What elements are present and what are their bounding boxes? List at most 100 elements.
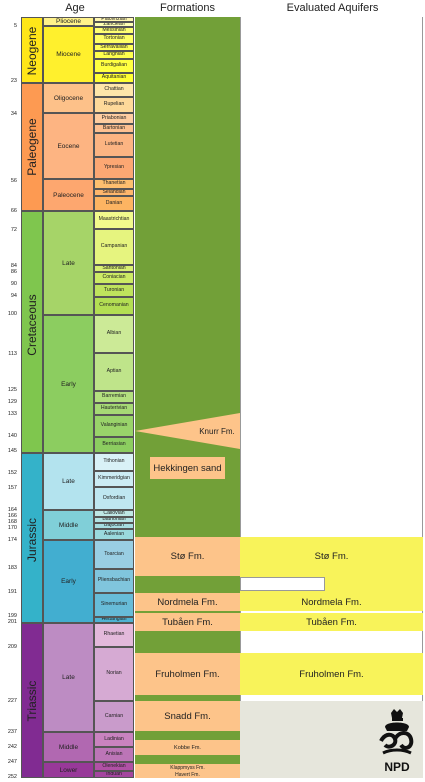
stage-danian: Danian <box>94 196 134 211</box>
stage-norian: Norian <box>94 647 134 701</box>
epoch-pliocene: Pliocene <box>43 17 94 26</box>
aquifer-blank-box <box>240 577 325 591</box>
epoch-miocene: Miocene <box>43 26 94 83</box>
tick-label: 201 <box>7 619 17 625</box>
stage-pliensbachian: Pliensbachian <box>94 569 134 593</box>
tick-label: 94 <box>10 293 17 299</box>
tick-label: 168 <box>7 519 17 525</box>
period-label-neogene: Neogene <box>25 26 39 76</box>
aquifer-tubaen: Tubåen Fm. <box>240 613 423 631</box>
stage-oxfordian: Oxfordian <box>94 487 134 510</box>
stage-rupelian: Rupelian <box>94 97 134 113</box>
stage-ladinian: Ladinian <box>94 732 134 747</box>
stage-valanginian: Valanginian <box>94 415 134 437</box>
formation-sto: Stø Fm. <box>135 537 240 576</box>
stage-serravallian: Serravallian <box>94 44 134 51</box>
formations-header: Formations <box>159 2 216 14</box>
knurr-wedge <box>135 413 240 449</box>
aquifer-background <box>240 17 423 778</box>
formation-fruholmen: Fruholmen Fm. <box>135 653 240 695</box>
tick-label: 242 <box>7 744 17 750</box>
epoch-triassic-late: Late <box>43 623 94 732</box>
stage-callovian: Callovian <box>94 510 134 517</box>
tick-label: 84 <box>10 263 17 269</box>
formation-gap-1 <box>135 631 240 653</box>
aquifers-header: Evaluated Aquifers <box>286 2 379 14</box>
stage-cenomanian: Cenomanian <box>94 297 134 315</box>
stage-carnian: Carnian <box>94 701 134 732</box>
stage-albian: Albian <box>94 315 134 353</box>
tick-label: 152 <box>7 470 17 476</box>
tick-label: 66 <box>10 208 17 214</box>
stage-bathonian: Bathonian <box>94 517 134 523</box>
tick-label: 252 <box>7 774 17 780</box>
age-header: Age <box>65 2 85 14</box>
formation-hekkingen: Hekkingen sand <box>150 457 225 479</box>
tick-label: 23 <box>10 78 17 84</box>
tick-label: 72 <box>10 227 17 233</box>
aquifer-sto: Stø Fm. <box>240 537 423 576</box>
aquifer-fruholmen: Fruholmen Fm. <box>240 653 423 695</box>
epoch-cretaceous-early: Early <box>43 315 94 453</box>
epoch-paleocene: Paleocene <box>43 179 94 211</box>
stage-aquitanian: Aquitanian <box>94 73 134 83</box>
stage-zanclean: Zanclean <box>94 22 134 27</box>
stage-ypresian: Ypresian <box>94 157 134 179</box>
tick-label: 34 <box>10 111 17 117</box>
epoch-cretaceous-late: Late <box>43 211 94 315</box>
stage-aalenian: Aalenian <box>94 529 134 540</box>
tick-label: 164 <box>7 507 17 513</box>
epoch-oligocene: Oligocene <box>43 83 94 113</box>
stage-olenekian: Olenekian <box>94 762 134 771</box>
tick-label: 133 <box>7 411 17 417</box>
formation-havert: Havert Fm. <box>135 771 240 778</box>
epoch-triassic-middle: Middle <box>43 732 94 762</box>
stage-priabonian: Priabonian <box>94 113 134 124</box>
stage-rhaetian: Rhaetian <box>94 623 134 647</box>
stage-turonian: Turonian <box>94 284 134 297</box>
period-label-triassic: Triassic <box>25 680 39 722</box>
stage-hettangian: Hettangian <box>94 617 134 623</box>
stage-hauterivian: Hauterivian <box>94 403 134 415</box>
formation-knurr: Knurr Fm. <box>199 426 235 436</box>
period-label-jurassic: Jurassic <box>25 518 39 563</box>
period-label-cretaceous: Cretaceous <box>25 294 39 356</box>
stage-tithonian: Tithonian <box>94 453 134 471</box>
stage-coniacian: Coniacian <box>94 272 134 284</box>
stage-barremian: Barremian <box>94 391 134 403</box>
tick-label: 191 <box>7 589 17 595</box>
tick-label: 183 <box>7 565 17 571</box>
stage-anisian: Anisian <box>94 747 134 762</box>
stage-induan: Induan <box>94 771 134 778</box>
npd-logo-text: NPD <box>384 760 410 774</box>
stage-lutetian: Lutetian <box>94 133 134 157</box>
stage-piacenzian: Piacenzian <box>94 17 134 22</box>
stage-thanetian: Thanetian <box>94 179 134 189</box>
tick-label: 157 <box>7 485 17 491</box>
stage-sinemurian: Sinemurian <box>94 593 134 617</box>
tick-label: 227 <box>7 698 17 704</box>
tick-label: 90 <box>10 281 17 287</box>
period-neogene <box>21 17 43 83</box>
stage-langhian: Langhian <box>94 51 134 59</box>
stage-chattian: Chattian <box>94 83 134 97</box>
aquifer-nordmela: Nordmela Fm. <box>240 593 423 611</box>
stage-kimmeridgian: Kimmeridgian <box>94 471 134 487</box>
tick-label: 5 <box>13 23 17 29</box>
epoch-jurassic-late: Late <box>43 453 94 510</box>
stage-toarcian: Toarcian <box>94 540 134 569</box>
tick-label: 209 <box>7 644 17 650</box>
tick-label: 145 <box>7 448 17 454</box>
period-jurassic <box>21 453 43 623</box>
tick-label: 140 <box>7 433 17 439</box>
tick-label: 86 <box>10 269 17 275</box>
tick-label: 113 <box>8 351 17 357</box>
period-label-paleogene: Paleogene <box>25 118 39 176</box>
tick-label: 129 <box>7 399 17 405</box>
tick-label: 56 <box>10 178 17 184</box>
epoch-triassic-lower: Lower <box>43 762 94 778</box>
tick-label: 100 <box>7 311 17 317</box>
tick-label: 125 <box>7 387 17 393</box>
stage-burdigalian: Burdigalian <box>94 59 134 73</box>
epoch-jurassic-middle: Middle <box>43 510 94 540</box>
